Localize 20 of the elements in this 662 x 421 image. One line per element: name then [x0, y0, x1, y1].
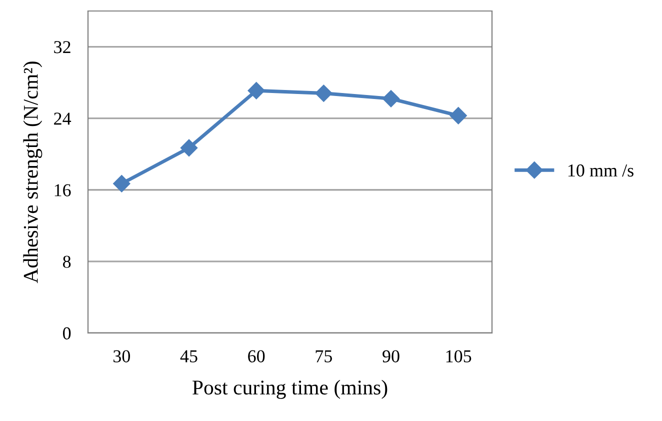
- x-tick-label: 30: [114, 350, 130, 362]
- x-axis-title: Post curing time (mins): [192, 380, 388, 399]
- y-tick-label: 8: [62, 256, 71, 268]
- y-axis-title: Adhesive strength (N/cm²): [23, 62, 42, 284]
- y-tick-label: 32: [54, 41, 70, 54]
- point: [382, 90, 400, 108]
- point: [180, 139, 198, 156]
- y-tick-label: 24: [54, 112, 72, 125]
- legend-label: 10 mm /s: [568, 164, 634, 177]
- x-tick-label: 90: [382, 350, 400, 362]
- x-tick-label: 75: [316, 350, 332, 362]
- point: [450, 107, 467, 124]
- x-tick-label: 45: [180, 350, 198, 362]
- x-tick-label: 60: [248, 350, 265, 362]
- point: [248, 82, 265, 100]
- y-tick-label: 16: [54, 184, 71, 196]
- point: [315, 84, 332, 102]
- point: [113, 175, 130, 192]
- y-tick-label: 0: [62, 327, 71, 340]
- x-tick-label: 105: [446, 350, 472, 362]
